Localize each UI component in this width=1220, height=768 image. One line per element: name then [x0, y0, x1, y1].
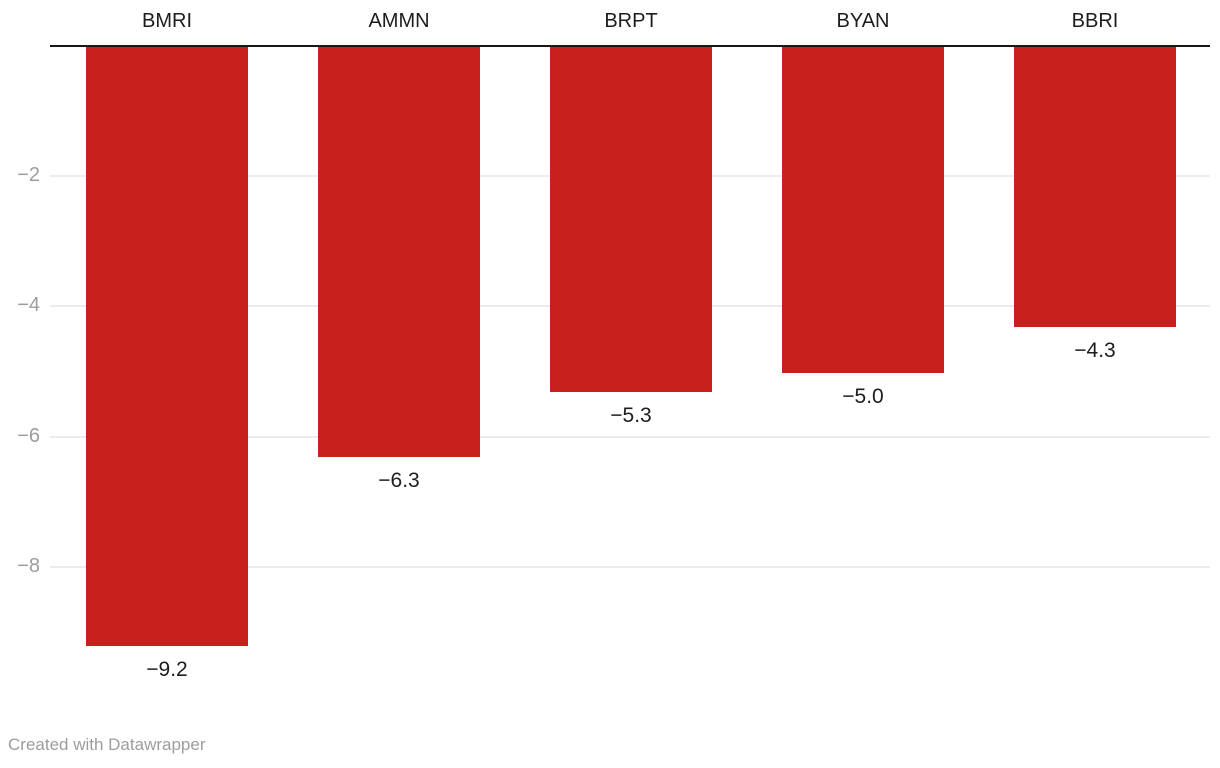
y-axis-tick-label: −2	[17, 163, 40, 186]
bar-bbri	[1014, 46, 1176, 327]
value-label-bmri: −9.2	[146, 658, 188, 682]
y-axis-tick-label: −8	[17, 555, 40, 578]
category-label-ammn: AMMN	[368, 10, 430, 32]
y-axis-tick-label: −6	[17, 424, 40, 447]
y-axis-tick-label: −4	[17, 294, 40, 317]
category-label-bbri: BBRI	[1071, 10, 1119, 32]
y-gridline	[50, 566, 1210, 569]
bar-bmri	[86, 46, 248, 647]
bar-brpt	[550, 46, 712, 393]
zero-axis-line	[50, 44, 1210, 47]
value-label-ammn: −6.3	[378, 469, 420, 493]
datawrapper-attribution: Created with Datawrapper	[8, 735, 206, 754]
y-gridline	[50, 435, 1210, 438]
bar-ammn	[318, 46, 480, 458]
category-label-brpt: BRPT	[604, 10, 658, 32]
value-label-brpt: −5.3	[610, 404, 652, 428]
value-label-byan: −5.0	[842, 384, 884, 408]
category-label-bmri: BMRI	[142, 10, 192, 32]
bar-byan	[782, 46, 944, 373]
category-label-byan: BYAN	[836, 10, 890, 32]
value-label-bbri: −4.3	[1074, 338, 1116, 362]
